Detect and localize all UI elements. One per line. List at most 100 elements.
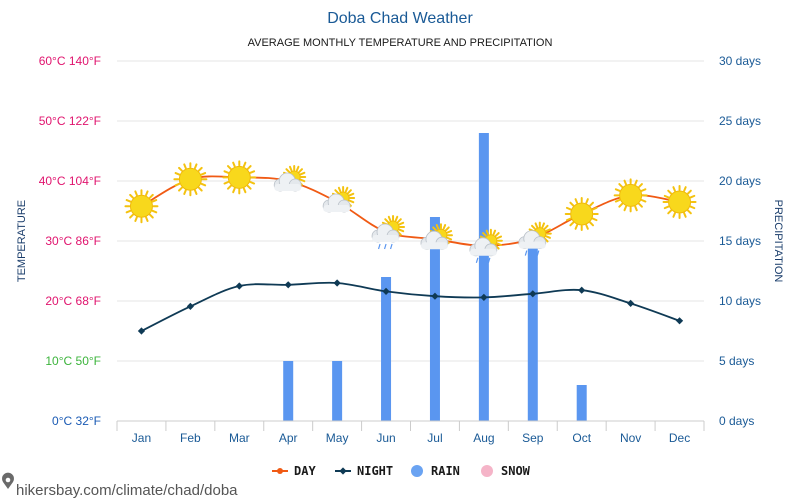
night-point <box>333 279 341 287</box>
x-tick-label: Oct <box>572 431 591 445</box>
sun-ray <box>565 206 572 211</box>
left-tick-label: 10°C 50°F <box>45 354 101 368</box>
sun-ray <box>494 244 500 250</box>
sun-ray <box>200 172 207 176</box>
rain-bar <box>283 361 294 421</box>
left-tick-celsius: 30°C <box>45 234 72 248</box>
x-axis: Jan Feb Mar Apr May Jun Jul Aug Sep Oct Nov Dec <box>116 420 705 445</box>
rain-bar <box>332 361 343 421</box>
sun-ray <box>197 166 203 172</box>
sun-ray <box>394 215 399 222</box>
sun-icon <box>564 197 599 231</box>
sun-ray <box>193 189 198 195</box>
left-tick-celsius: 20°C <box>45 294 72 308</box>
sun-ray <box>197 186 203 192</box>
sun-ray <box>482 232 487 237</box>
x-tick-label: Sep <box>522 431 544 445</box>
sun-ray <box>298 168 303 174</box>
sun-ray <box>183 163 187 170</box>
x-tick-label: Aug <box>473 431 494 445</box>
left-tick-celsius: 50°C <box>39 114 66 128</box>
left-tick-label: 30°C 86°F <box>45 234 101 248</box>
sun-ray <box>689 205 696 210</box>
left-tick-label: 40°C 104°F <box>39 174 101 188</box>
sun-ray <box>683 212 687 218</box>
sun-ray <box>687 189 692 195</box>
night-point <box>578 286 586 294</box>
left-tick-fahrenheit: 104°F <box>69 174 101 188</box>
rain-drop <box>475 257 479 263</box>
sun-ray <box>667 189 673 195</box>
right-axis-ticks: 0 days 5 days 10 days 15 days 20 days 25 days… <box>719 54 761 428</box>
footer-link[interactable]: hikersbay.com/climate/chad/doba <box>16 482 238 499</box>
x-tick-label: Mar <box>229 431 250 445</box>
sun-ray <box>348 199 355 204</box>
rain-cloud-icon <box>371 215 406 250</box>
sun-ray <box>288 165 293 172</box>
sun-ray <box>531 224 536 230</box>
left-tick-celsius: 10°C <box>45 354 72 368</box>
left-tick-label: 60°C 140°F <box>39 54 101 68</box>
legend-snow-marker <box>481 465 493 477</box>
sun-ray <box>589 221 595 227</box>
sun-ray <box>151 199 158 203</box>
weather-icons <box>124 160 697 263</box>
sun-ray <box>223 170 230 174</box>
sun-disc <box>619 183 643 207</box>
sun-ray <box>249 170 256 174</box>
cloud-base <box>469 248 497 256</box>
right-tick-label: 10 days <box>719 294 761 308</box>
sun-ray <box>398 221 405 226</box>
sun-ray <box>496 235 503 240</box>
cloud-base <box>274 184 302 191</box>
sun-disc <box>178 167 202 191</box>
sun-ray <box>226 165 232 170</box>
sun-ray <box>384 218 390 224</box>
rain-cloud-icon <box>518 221 552 256</box>
night-point <box>675 317 684 325</box>
legend: DAY NIGHT RAIN SNOW <box>272 464 531 478</box>
cloud-base <box>372 235 400 242</box>
night-line <box>141 281 680 332</box>
night-series <box>137 279 684 335</box>
rain-drop <box>481 257 485 263</box>
left-tick-fahrenheit: 68°F <box>76 294 101 308</box>
right-axis-title: PRECIPITATION <box>772 200 784 283</box>
rain-bar <box>527 241 538 421</box>
sun-ray <box>337 186 342 193</box>
sun-ray <box>492 229 497 236</box>
legend-day-label: DAY <box>294 464 316 478</box>
sun-ray <box>348 192 355 197</box>
rain-bar <box>576 385 587 421</box>
sun-ray <box>574 198 579 204</box>
x-tick-label: Jul <box>427 431 442 445</box>
sun-ray <box>151 209 158 214</box>
sun-ray <box>545 235 551 239</box>
right-tick-label: 5 days <box>719 354 754 368</box>
footer[interactable]: hikersbay.com/climate/chad/doba <box>2 465 238 499</box>
sun-ray <box>496 242 503 247</box>
sun-ray <box>543 224 549 230</box>
x-tick-label: Nov <box>620 431 641 445</box>
sun-ray <box>249 180 256 185</box>
legend-night-marker <box>339 467 347 475</box>
sun-ray <box>193 163 198 170</box>
rain-bar <box>381 277 392 421</box>
sun-icon <box>173 162 208 197</box>
grid-lines <box>117 60 704 422</box>
sun-ray <box>623 179 628 186</box>
rain-bar <box>429 217 440 421</box>
sun-ray <box>689 194 696 199</box>
sun-ray <box>494 232 500 237</box>
sun-disc <box>227 165 251 189</box>
rain-drop <box>530 250 534 256</box>
sun-ray <box>344 186 349 193</box>
x-tick-label: Feb <box>180 431 201 445</box>
night-point <box>382 287 390 295</box>
night-point <box>480 293 488 301</box>
partly-cloudy-icon <box>273 165 307 192</box>
pin-icon <box>2 472 14 489</box>
left-tick-fahrenheit: 122°F <box>69 114 101 128</box>
left-tick-celsius: 60°C <box>39 54 66 68</box>
